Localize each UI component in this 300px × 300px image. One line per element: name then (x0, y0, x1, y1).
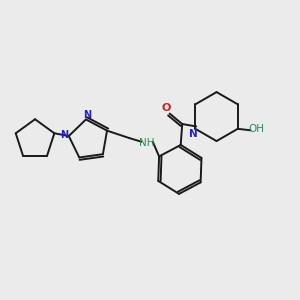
Text: N: N (189, 129, 197, 139)
Text: OH: OH (249, 124, 265, 134)
Text: N: N (83, 110, 92, 120)
Text: O: O (162, 103, 171, 113)
Text: NH: NH (139, 139, 154, 148)
Text: N: N (60, 130, 68, 140)
